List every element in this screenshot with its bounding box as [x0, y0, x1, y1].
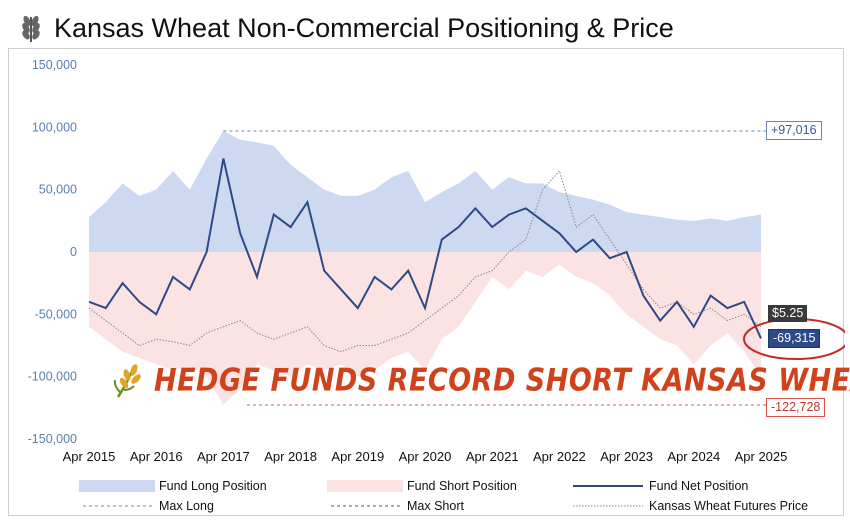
- y-tick-label: 0: [70, 245, 77, 259]
- title-bar: Kansas Wheat Non-Commercial Positioning …: [18, 8, 674, 48]
- legend-label: Kansas Wheat Futures Price: [649, 499, 808, 513]
- headline-banner: HEDGE FUNDS RECORD SHORT KANSAS WHEAT: [112, 360, 850, 400]
- x-tick-label: Apr 2023: [600, 449, 653, 464]
- reference-lines: [223, 130, 767, 406]
- x-tick-label: Apr 2015: [63, 449, 116, 464]
- banner-text: HEDGE FUNDS RECORD SHORT KANSAS WHEAT: [154, 362, 850, 398]
- area-layer: [89, 131, 761, 406]
- x-tick-label: Apr 2017: [197, 449, 250, 464]
- x-tick-label: Apr 2025: [735, 449, 788, 464]
- legend-label: Max Short: [407, 499, 464, 513]
- max-short-callout: -122,728: [766, 398, 826, 417]
- x-tick-label: Apr 2018: [264, 449, 317, 464]
- long-position-area: [89, 131, 761, 252]
- chart: 150,000 100,000 50,000 0 -50,000 -100,000 -150…: [28, 58, 845, 513]
- y-tick-label: 50,000: [39, 183, 77, 197]
- chart-frame: 150,000 100,000 50,000 0 -50,000 -100,000 -150…: [8, 48, 845, 516]
- legend-label: Fund Long Position: [159, 479, 267, 493]
- x-tick-label: Apr 2024: [667, 449, 720, 464]
- legend-label: Fund Net Position: [649, 479, 748, 493]
- legend: Fund Long Position Fund Short Position Fun…: [79, 479, 808, 513]
- x-tick-label: Apr 2019: [331, 449, 384, 464]
- legend-swatch: [327, 480, 403, 492]
- x-tick-label: Apr 2022: [533, 449, 586, 464]
- price-latest-callout: $5.25: [768, 305, 808, 322]
- y-tick-label: -50,000: [35, 307, 77, 321]
- x-tick-label: Apr 2016: [130, 449, 183, 464]
- legend-item: Kansas Wheat Futures Price: [573, 499, 808, 513]
- max-long-callout: +97,016: [766, 121, 822, 140]
- y-axis: 150,000 100,000 50,000 0 -50,000 -100,000 -150…: [28, 58, 77, 446]
- legend-swatch: [79, 480, 155, 492]
- legend-label: Fund Short Position: [407, 479, 517, 493]
- legend-item: Max Long: [83, 499, 214, 513]
- wheat-emoji-icon: [113, 364, 141, 398]
- legend-label: Max Long: [159, 499, 214, 513]
- y-tick-label: -150,000: [28, 432, 77, 446]
- y-tick-label: 150,000: [32, 58, 77, 72]
- y-tick-label: 100,000: [32, 120, 77, 134]
- legend-item: Fund Short Position: [327, 479, 517, 493]
- net-latest-callout: -69,315: [768, 329, 821, 348]
- short-position-area: [89, 252, 761, 406]
- legend-item: Fund Long Position: [79, 479, 267, 493]
- net-position-line: [88, 158, 762, 339]
- y-tick-label: -100,000: [28, 370, 77, 384]
- line-layer: [88, 158, 762, 353]
- x-tick-label: Apr 2021: [466, 449, 519, 464]
- wheat-icon: [22, 15, 40, 42]
- legend-item: Max Short: [331, 499, 464, 513]
- page-title: Kansas Wheat Non-Commercial Positioning …: [54, 12, 674, 43]
- legend-item: Fund Net Position: [573, 479, 748, 493]
- x-axis: Apr 2015 Apr 2016 Apr 2017 Apr 2018 Apr 2019…: [63, 449, 788, 464]
- x-tick-label: Apr 2020: [399, 449, 452, 464]
